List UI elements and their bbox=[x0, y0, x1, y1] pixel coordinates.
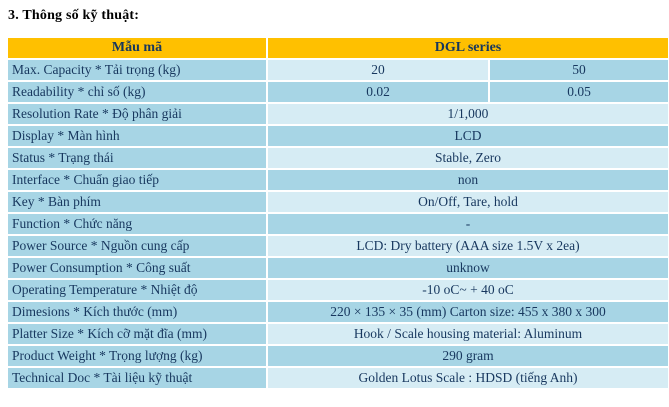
spec-row: Power Source * Nguồn cung cấp LCD: Dry ba… bbox=[8, 236, 668, 256]
section-title: 3. Thông số kỹ thuật: bbox=[8, 8, 140, 23]
spec-value-cell: unknow bbox=[268, 258, 668, 278]
spec-value-cell: Stable, Zero bbox=[268, 148, 668, 168]
spec-label-cell: Function * Chức năng bbox=[8, 214, 266, 234]
spec-label-cell: Display * Màn hình bbox=[8, 126, 266, 146]
spec-value-cell: 0.05 bbox=[490, 82, 668, 102]
spec-row: Max. Capacity * Tải trọng (kg) 20 50 bbox=[8, 60, 668, 80]
spec-value-cell: - bbox=[268, 214, 668, 234]
spec-value-cell: -10 oC~ + 40 oC bbox=[268, 280, 668, 300]
spec-label-cell: Readability * chỉ số (kg) bbox=[8, 82, 266, 102]
spec-header-row: Mẫu mã DGL series bbox=[8, 38, 668, 58]
spec-label-cell: Operating Temperature * Nhiệt độ bbox=[8, 280, 266, 300]
spec-table: Mẫu mã DGL series Max. Capacity * Tải tr… bbox=[6, 36, 669, 390]
spec-value-cell: 290 gram bbox=[268, 346, 668, 366]
spec-value-cell: 50 bbox=[490, 60, 668, 80]
spec-label-cell: Resolution Rate * Độ phân giải bbox=[8, 104, 266, 124]
spec-label-cell: Power Consumption * Công suất bbox=[8, 258, 266, 278]
spec-row: Operating Temperature * Nhiệt độ -10 oC~ … bbox=[8, 280, 668, 300]
spec-row: Power Consumption * Công suất unknow bbox=[8, 258, 668, 278]
spec-row: Interface * Chuẩn giao tiếp non bbox=[8, 170, 668, 190]
spec-row: Key * Bàn phím On/Off, Tare, hold bbox=[8, 192, 668, 212]
spec-value-cell: Golden Lotus Scale : HDSD (tiếng Anh) bbox=[268, 368, 668, 388]
spec-label-cell: Platter Size * Kích cỡ mặt đĩa (mm) bbox=[8, 324, 266, 344]
spec-label-cell: Technical Doc * Tài liệu kỹ thuật bbox=[8, 368, 266, 388]
spec-table-body: Max. Capacity * Tải trọng (kg) 20 50 Readab… bbox=[8, 60, 668, 388]
spec-row: Function * Chức năng - bbox=[8, 214, 668, 234]
spec-value-cell: On/Off, Tare, hold bbox=[268, 192, 668, 212]
spec-row: Display * Màn hình LCD bbox=[8, 126, 668, 146]
spec-value-cell: 0.02 bbox=[268, 82, 488, 102]
spec-label-cell: Interface * Chuẩn giao tiếp bbox=[8, 170, 266, 190]
spec-label-cell: Max. Capacity * Tải trọng (kg) bbox=[8, 60, 266, 80]
spec-label-cell: Product Weight * Trọng lượng (kg) bbox=[8, 346, 266, 366]
spec-value-cell: non bbox=[268, 170, 668, 190]
spec-row: Technical Doc * Tài liệu kỹ thuật Golden … bbox=[8, 368, 668, 388]
spec-label-cell: Status * Trạng thái bbox=[8, 148, 266, 168]
spec-label-cell: Power Source * Nguồn cung cấp bbox=[8, 236, 266, 256]
spec-value-cell: 20 bbox=[268, 60, 488, 80]
header-cell-series: DGL series bbox=[268, 38, 668, 58]
spec-label-cell: Dimesions * Kích thước (mm) bbox=[8, 302, 266, 322]
spec-value-cell: LCD: Dry battery (AAA size 1.5V x 2ea) bbox=[268, 236, 668, 256]
spec-value-cell: Hook / Scale housing material: Aluminum bbox=[268, 324, 668, 344]
spec-row: Readability * chỉ số (kg) 0.02 0.05 bbox=[8, 82, 668, 102]
document-page: 3. Thông số kỹ thuật: Mẫu mã DGL series … bbox=[6, 8, 669, 390]
spec-value-cell: LCD bbox=[268, 126, 668, 146]
spec-row: Resolution Rate * Độ phân giải 1/1,000 bbox=[8, 104, 668, 124]
header-cell-model: Mẫu mã bbox=[8, 38, 266, 58]
spec-row: Status * Trạng thái Stable, Zero bbox=[8, 148, 668, 168]
spec-value-cell: 1/1,000 bbox=[268, 104, 668, 124]
spec-value-cell: 220 × 135 × 35 (mm) Carton size: 455 x 3… bbox=[268, 302, 668, 322]
spec-row: Platter Size * Kích cỡ mặt đĩa (mm) Hook … bbox=[8, 324, 668, 344]
spec-row: Dimesions * Kích thước (mm) 220 × 135 × 3… bbox=[8, 302, 668, 322]
spec-row: Product Weight * Trọng lượng (kg) 290 gra… bbox=[8, 346, 668, 366]
spec-label-cell: Key * Bàn phím bbox=[8, 192, 266, 212]
